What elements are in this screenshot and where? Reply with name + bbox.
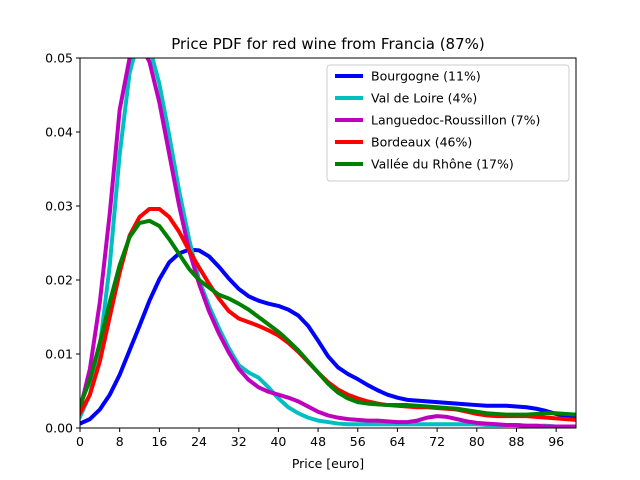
x-tick-label: 40 — [270, 434, 286, 449]
y-tick-label: 0.05 — [45, 51, 73, 66]
series-line-0 — [80, 247, 576, 426]
y-tick-label: 0.01 — [45, 347, 73, 362]
x-tick-label: 72 — [429, 434, 445, 449]
series-line-4 — [80, 218, 576, 417]
series-line-2 — [80, 58, 576, 428]
legend-label: Vallée du Rhône (17%) — [371, 157, 514, 172]
x-tick-label: 96 — [548, 434, 564, 449]
x-tick-label: 8 — [116, 434, 124, 449]
y-axis: 0.00 0.01 0.02 0.03 0.04 0.05 — [45, 51, 80, 436]
chart-title: Price PDF for red wine from Francia (87%… — [171, 35, 485, 53]
x-tick-label: 48 — [310, 434, 326, 449]
y-tick-label: 0.04 — [45, 125, 73, 140]
y-tick-label: 0.03 — [45, 199, 73, 214]
legend-label: Bordeaux (46%) — [371, 135, 472, 150]
y-tick-label: 0.02 — [45, 273, 73, 288]
y-tick-label: 0.00 — [45, 421, 73, 436]
x-tick-label: 24 — [191, 434, 207, 449]
legend-box — [326, 64, 570, 182]
x-axis: 0 8 16 24 32 40 48 56 64 72 80 88 96 — [76, 428, 564, 449]
x-tick-label: 32 — [231, 434, 247, 449]
x-tick-label: 56 — [350, 434, 366, 449]
x-tick-label: 0 — [76, 434, 84, 449]
series-layer — [80, 58, 576, 428]
legend-label: Bourgogne (11%) — [371, 69, 481, 84]
x-tick-label: 80 — [469, 434, 485, 449]
plot-frame — [79, 57, 577, 429]
legend-label: Val de Loire (4%) — [371, 91, 477, 106]
legend-label: Languedoc-Roussillon (7%) — [371, 113, 540, 128]
x-tick-label: 16 — [151, 434, 167, 449]
x-axis-label: Price [euro] — [292, 456, 364, 471]
x-tick-label: 88 — [509, 434, 525, 449]
legend: Bourgogne (11%) Val de Loire (4%) Languedo… — [326, 64, 570, 182]
x-tick-label: 64 — [389, 434, 405, 449]
